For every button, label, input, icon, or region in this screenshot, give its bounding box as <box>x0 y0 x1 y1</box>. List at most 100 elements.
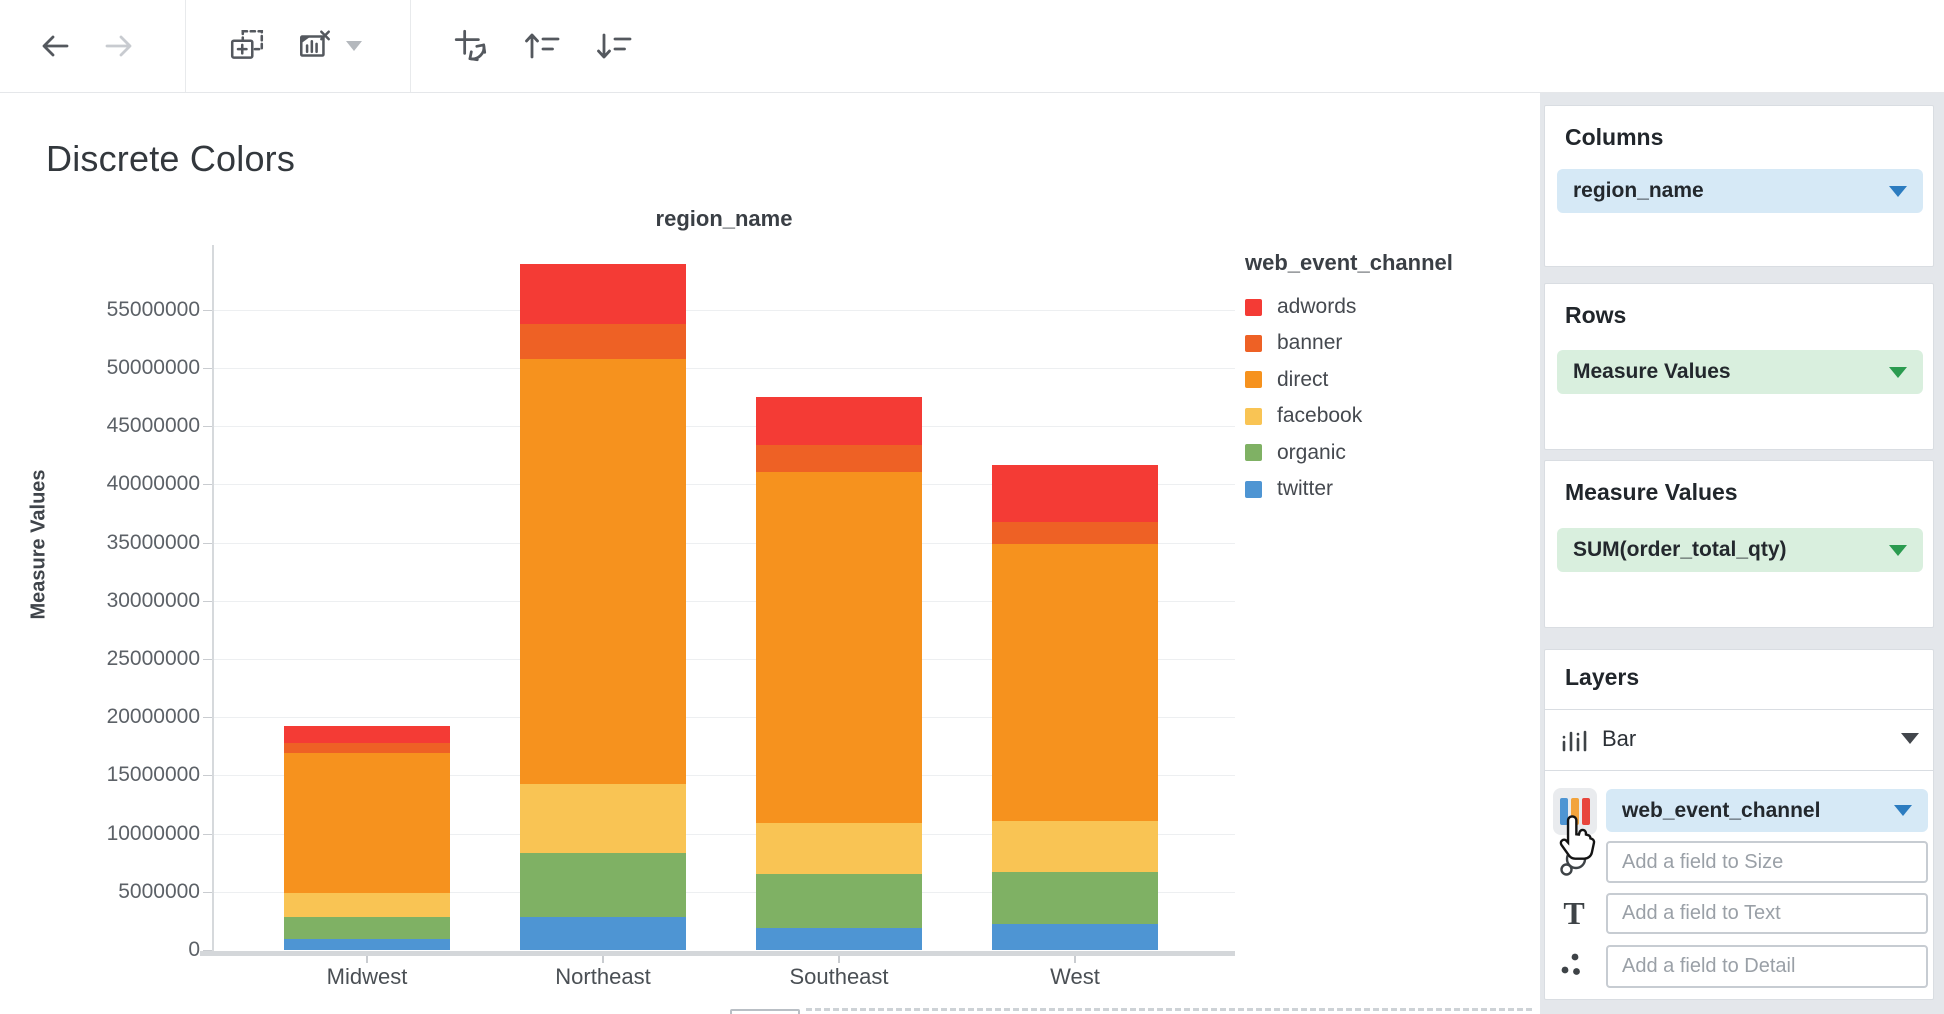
layer-type-caret[interactable] <box>1901 733 1919 744</box>
bar-segment-direct[interactable] <box>992 544 1158 822</box>
detail-field-input[interactable] <box>1606 945 1928 988</box>
y-tick-mark <box>203 891 213 893</box>
bar-segment-facebook[interactable] <box>992 821 1158 872</box>
divider <box>1545 709 1933 710</box>
legend-swatch <box>1245 407 1262 425</box>
y-tick-label: 30000000 <box>106 588 200 612</box>
color-bar-blue <box>1560 798 1568 825</box>
legend-entry[interactable]: facebook <box>1245 401 1362 431</box>
y-gridline <box>213 368 1235 369</box>
y-tick-mark <box>203 600 213 602</box>
bar-segment-direct[interactable] <box>284 752 450 893</box>
color-bar-red <box>1582 798 1590 825</box>
columns-field-pill[interactable]: region_name <box>1557 169 1923 213</box>
bar-segment-organic[interactable] <box>520 852 686 917</box>
y-tick-label: 5000000 <box>118 879 200 903</box>
bar-segment-banner[interactable] <box>520 323 686 360</box>
add-chart-icon[interactable] <box>228 27 266 65</box>
x-axis-label: Midwest <box>326 964 408 989</box>
bar-segment-facebook[interactable] <box>520 783 686 853</box>
y-tick-label: 40000000 <box>106 472 200 496</box>
y-tick-mark <box>203 775 213 777</box>
x-axis-label: Northeast <box>555 964 651 989</box>
size-field-input[interactable] <box>1606 841 1928 883</box>
rows-field-pill[interactable]: Measure Values <box>1557 350 1923 394</box>
bar-segment-organic[interactable] <box>756 874 922 929</box>
measure-values-header: Measure Values <box>1565 479 1738 505</box>
y-tick-mark <box>203 950 213 951</box>
y-tick-mark <box>203 484 213 486</box>
text-field-input[interactable] <box>1606 893 1928 934</box>
y-gridline <box>213 484 1235 486</box>
swap-axes-icon[interactable] <box>452 27 490 65</box>
chevron-down-icon[interactable] <box>1889 185 1907 197</box>
bar-segment-banner[interactable] <box>992 522 1158 545</box>
x-tick-mark <box>838 956 840 963</box>
chevron-down-icon[interactable] <box>1894 805 1912 816</box>
columns-header: Columns <box>1565 124 1664 150</box>
bar-segment-adwords[interactable] <box>520 263 686 324</box>
bar-segment-twitter[interactable] <box>756 928 922 950</box>
y-axis-line <box>212 245 214 951</box>
color-field-pill[interactable]: web_event_channel <box>1606 789 1928 832</box>
y-gridline <box>213 309 1235 311</box>
bar-segment-direct[interactable] <box>756 472 922 823</box>
remove-chart-icon[interactable] <box>296 27 334 65</box>
back-arrow-icon[interactable] <box>36 27 74 65</box>
y-gridline <box>213 659 1235 660</box>
legend-entry[interactable]: organic <box>1245 438 1346 468</box>
measure-values-pill[interactable]: SUM(order_total_qty) <box>1557 528 1923 572</box>
legend-label: facebook <box>1277 404 1363 428</box>
measure-values-card: Measure Values SUM(order_total_qty) <box>1544 460 1934 628</box>
legend-swatch <box>1245 371 1262 389</box>
bar-segment-adwords[interactable] <box>756 397 922 446</box>
x-axis-label: West <box>1050 964 1100 989</box>
legend-swatch <box>1245 444 1262 462</box>
bar-chart-icon <box>1561 723 1587 753</box>
bar-segment-banner[interactable] <box>756 445 922 473</box>
bar-segment-facebook[interactable] <box>284 892 450 917</box>
y-gridline <box>213 426 1235 428</box>
x-tick-mark <box>602 956 604 963</box>
remove-chart-menu-caret[interactable] <box>344 27 364 65</box>
bar-segment-direct[interactable] <box>520 359 686 784</box>
color-bar-orange <box>1571 798 1579 825</box>
bar-segment-adwords[interactable] <box>992 465 1158 523</box>
y-gridline <box>213 717 1235 719</box>
text-T-icon[interactable]: T <box>1563 894 1585 931</box>
bar-segment-organic[interactable] <box>992 872 1158 924</box>
chevron-down-icon[interactable] <box>1889 366 1907 378</box>
x-axis-label: Southeast <box>789 964 889 989</box>
y-gridline <box>213 600 1235 602</box>
color-shelf-icon[interactable] <box>1553 788 1597 835</box>
y-tick-mark <box>203 368 213 369</box>
bar-segment-facebook[interactable] <box>756 822 922 875</box>
bar-segment-twitter[interactable] <box>284 938 450 950</box>
legend-entry[interactable]: twitter <box>1245 474 1333 504</box>
legend-entry[interactable]: adwords <box>1245 292 1356 322</box>
legend-label: banner <box>1277 331 1343 355</box>
columns-card: Columns region_name <box>1544 105 1934 267</box>
size-circles-icon[interactable] <box>1557 847 1591 879</box>
legend-entry[interactable]: direct <box>1245 365 1328 395</box>
bar-segment-banner[interactable] <box>284 742 450 753</box>
color-field-label: web_event_channel <box>1622 798 1821 822</box>
bar-segment-adwords[interactable] <box>284 725 450 743</box>
layer-type-label: Bar <box>1602 726 1637 751</box>
legend-label: twitter <box>1277 477 1334 500</box>
bar-segment-organic[interactable] <box>284 916 450 939</box>
toolbar-divider <box>185 0 186 92</box>
legend-entry[interactable]: banner <box>1245 328 1342 358</box>
cutoff-element <box>730 1009 800 1014</box>
y-tick-mark <box>203 717 213 719</box>
rows-card: Rows Measure Values <box>1544 283 1934 450</box>
y-tick-mark <box>203 426 213 428</box>
sort-ascending-icon[interactable] <box>522 27 560 65</box>
bar-segment-twitter[interactable] <box>520 916 686 950</box>
detail-dots-icon[interactable] <box>1557 949 1589 981</box>
chevron-down-icon[interactable] <box>1889 544 1907 556</box>
sort-descending-icon[interactable] <box>594 27 632 65</box>
bar-segment-twitter[interactable] <box>992 923 1158 950</box>
y-tick-label: 25000000 <box>106 647 200 670</box>
layers-card: Layers Bar web_event_channel T <box>1544 649 1934 1000</box>
